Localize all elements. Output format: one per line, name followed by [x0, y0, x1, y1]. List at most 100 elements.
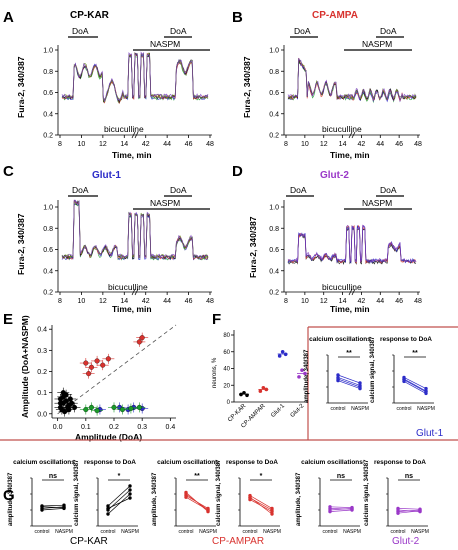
y-tick-label: 0.8 [269, 69, 279, 76]
paired-point [336, 373, 340, 377]
paired-line [337, 378, 361, 388]
paired-plot: response to DoA calcium signal, 340/387 co… [74, 459, 139, 535]
panel-letter-b: B [232, 9, 243, 26]
axis-break [348, 131, 353, 139]
panel-letter-d: D [232, 163, 243, 180]
y-tick-label: 0.4 [269, 268, 279, 275]
panel-e-xlabel: Amplitude (DoA) [75, 432, 142, 442]
paired-plot: response to DoA calcium signal, 340/387 co… [370, 336, 435, 412]
panel-d-doa1: DoA [290, 185, 307, 195]
panel-d-title: Glut-2 [320, 170, 349, 181]
paired-line [403, 379, 427, 393]
y-tick-label: 40 [223, 367, 230, 373]
data-point [261, 385, 266, 390]
significance-label: ** [194, 473, 200, 480]
x-tick-label: 42 [142, 141, 150, 148]
paired-line [107, 485, 131, 507]
calcium-trace [61, 51, 209, 103]
calcium-trace [61, 203, 209, 261]
paired-line [41, 504, 65, 507]
paired-point [62, 505, 66, 510]
paired-plot-ylabel: calcium signal, 340/387 [364, 459, 370, 526]
significance-label: * [260, 473, 263, 480]
paired-plot-ylabel: calcium signal, 340/387 [74, 459, 80, 526]
paired-point [270, 512, 274, 516]
y-tick-label: 1.0 [269, 205, 279, 212]
paired-point [358, 383, 362, 388]
panel-b-doa2: DoA [380, 26, 397, 36]
data-point [264, 387, 269, 392]
panel-b-bicuculline: bicuculline [322, 124, 362, 134]
x-tick-label: 12 [99, 298, 107, 305]
x-tick-label: 8 [58, 298, 62, 305]
data-point [283, 352, 288, 357]
paired-point [128, 488, 132, 492]
data-point [88, 404, 95, 410]
y-tick-label: 0.0 [37, 411, 47, 418]
paired-point [402, 375, 406, 380]
data-point [71, 404, 78, 410]
y-tick-label: 0.2 [269, 133, 279, 140]
panel-a: A CP-KAR DoA DoA NASPM Fura-2, 340/387 1… [3, 9, 214, 160]
calcium-trace [61, 201, 209, 261]
y-tick-label: 0.3 [37, 348, 47, 355]
paired-plot-title: calcium oscillations [309, 336, 371, 343]
data-point [136, 339, 142, 345]
axis-break [351, 131, 356, 139]
x-tick-label: 12 [320, 298, 328, 305]
x-tick-label: 46 [185, 298, 193, 305]
panel-a-ylabel: Fura-2, 340/387 [16, 56, 26, 118]
axis-break [134, 131, 139, 139]
calcium-trace [287, 225, 417, 264]
y-tick-label: 0.4 [269, 111, 279, 118]
data-point [242, 390, 246, 395]
x-tick-label: 48 [206, 141, 214, 148]
paired-plot-title: calcium oscillations [13, 459, 75, 466]
y-tick-label: 0.6 [269, 247, 279, 254]
x-tick-label: 10 [301, 141, 309, 148]
paired-plot: calcium oscillations amplitude, 340/387 co… [304, 336, 371, 412]
data-point [245, 393, 249, 398]
x-label-naspm: NASPM [121, 529, 139, 535]
panel-letter-g: G [3, 487, 15, 504]
paired-point [396, 508, 400, 512]
x-tick-label: 0.1 [81, 424, 91, 431]
panel-e: E Amplitude (DoA+NASPM) Amplitude (DoA) … [3, 311, 177, 442]
data-point [88, 364, 95, 370]
paired-point [418, 509, 422, 513]
paired-plot: calcium oscillations amplitude, 340/387 co… [8, 459, 75, 535]
x-label-control: control [396, 406, 411, 412]
data-point [277, 354, 282, 358]
paired-point [424, 390, 428, 394]
x-label-control: control [322, 529, 337, 535]
panel-c-doa1: DoA [72, 185, 89, 195]
paired-line [107, 497, 131, 509]
x-tick-label: 44 [163, 298, 171, 305]
x-label-naspm: NASPM [263, 529, 281, 535]
x-tick-label: 8 [58, 141, 62, 148]
data-point [300, 368, 304, 372]
paired-line [397, 510, 421, 514]
panel-d-naspm: NASPM [362, 198, 392, 208]
x-label-control: control [330, 406, 345, 412]
paired-point [270, 506, 274, 511]
y-tick-label: 0.2 [43, 290, 53, 297]
paired-plot: calcium oscillations amplitude, 340/387 co… [152, 459, 219, 535]
paired-point [106, 512, 110, 516]
paired-point [106, 504, 110, 508]
x-tick-label: 8 [284, 141, 288, 148]
panel-c-doa2: DoA [170, 185, 187, 195]
data-point [111, 404, 117, 410]
paired-plot: response to DoA calcium signal, 340/387 co… [216, 459, 281, 535]
panel-a-naspm: NASPM [150, 39, 180, 49]
y-tick-label: 0.1 [37, 390, 47, 397]
panel-g: G calcium oscillations amplitude, 340/387… [3, 459, 429, 547]
calcium-trace [287, 58, 417, 101]
paired-point [396, 511, 400, 515]
axis-break [351, 288, 356, 296]
panel-b-time: Time, min [330, 150, 370, 160]
y-tick-label: 80 [223, 333, 230, 339]
paired-line [185, 492, 209, 512]
data-point [62, 409, 68, 415]
panel-f-ylabel: neurons, % [212, 357, 218, 388]
